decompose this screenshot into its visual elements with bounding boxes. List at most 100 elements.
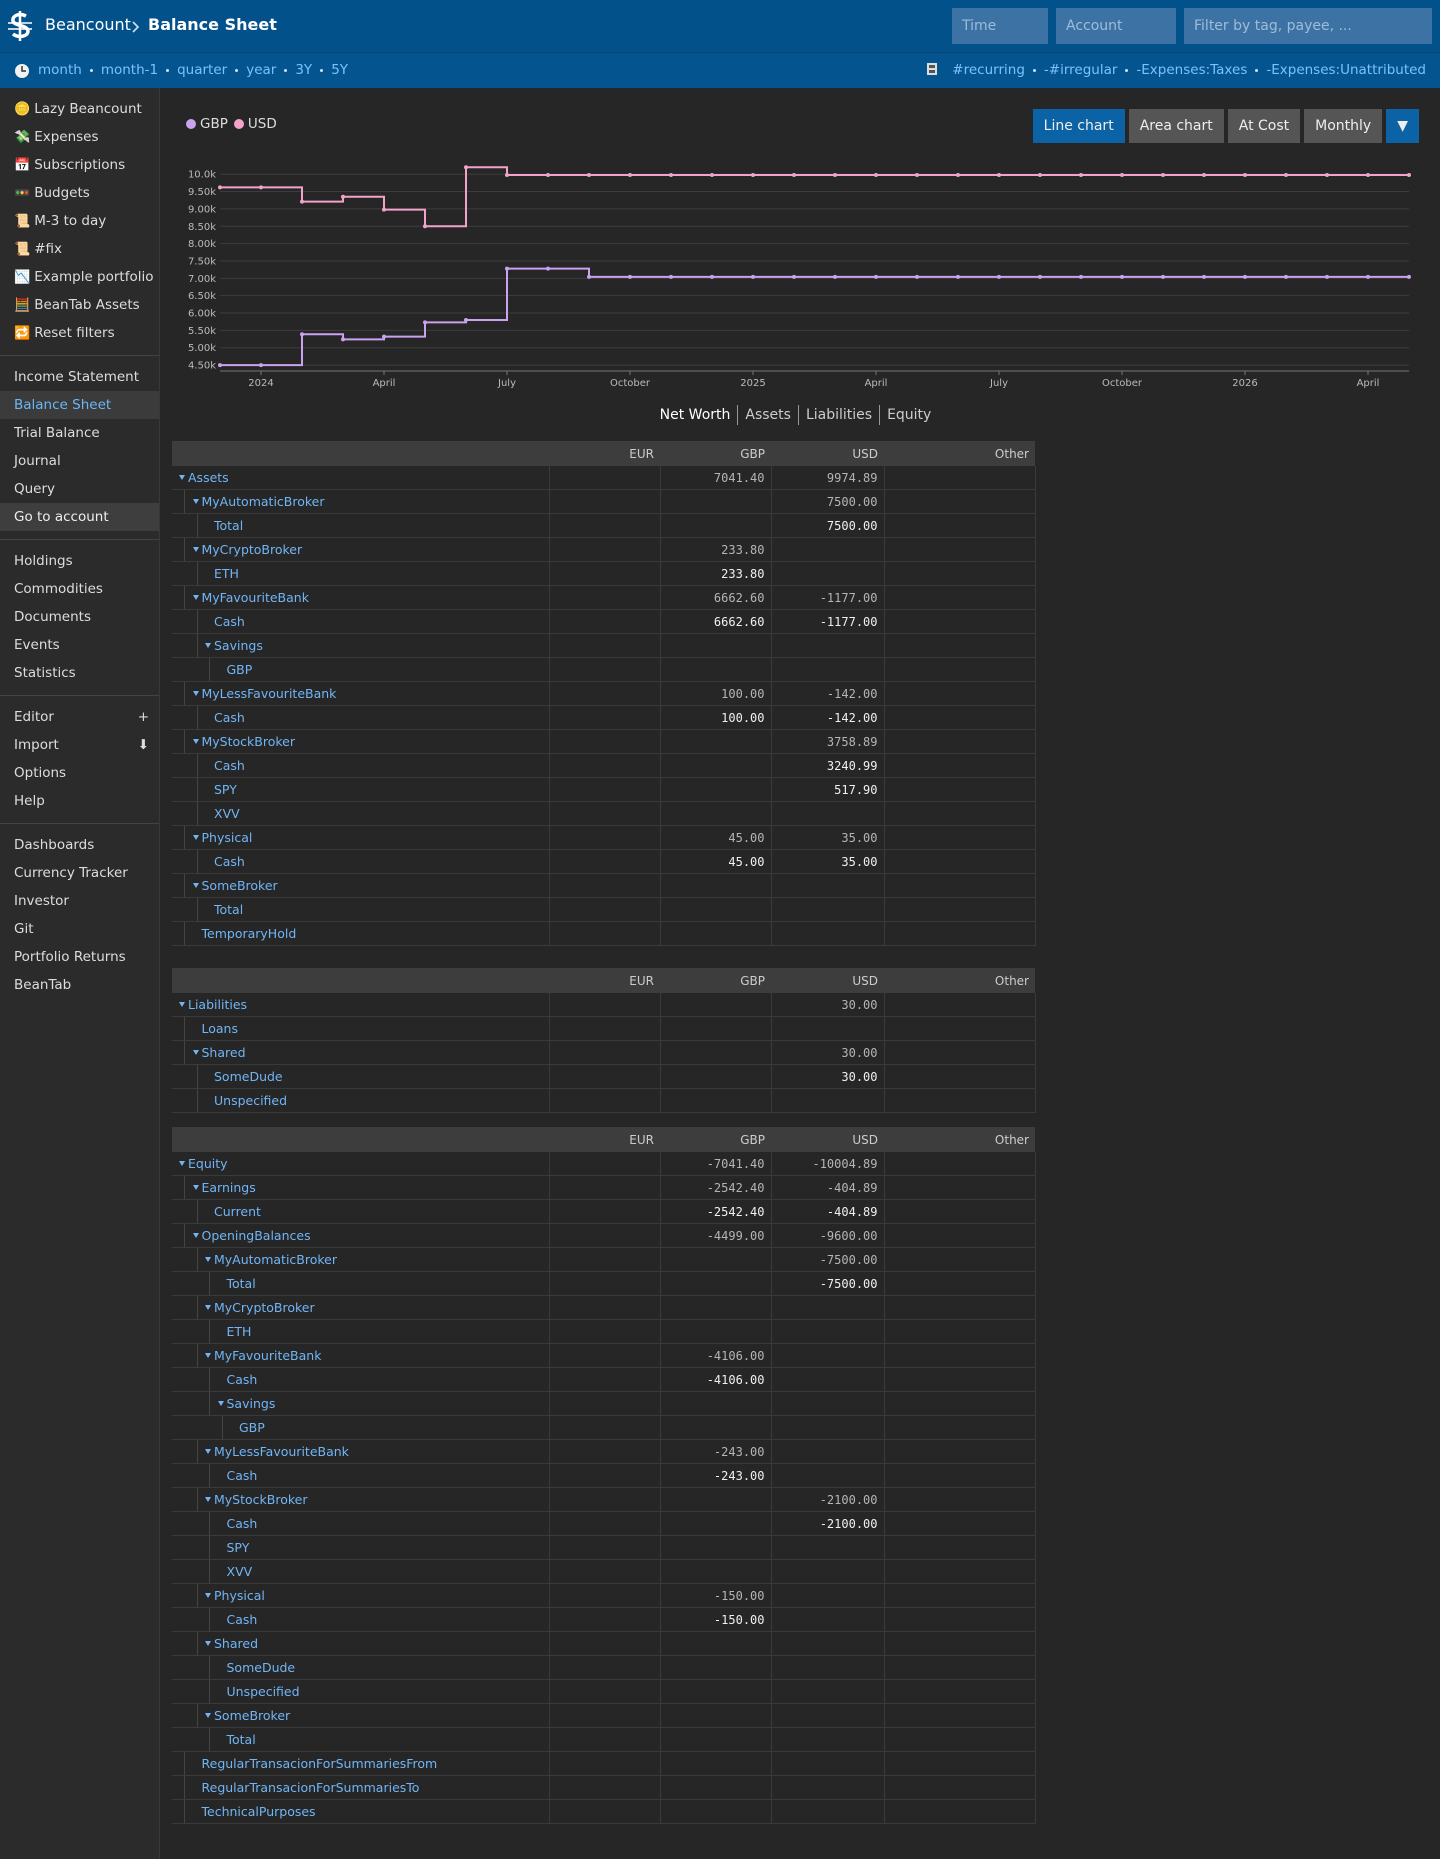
nav-item[interactable]: Journal xyxy=(0,447,159,475)
account-name[interactable]: SPY xyxy=(214,782,237,797)
account-name[interactable]: Unspecified xyxy=(214,1093,288,1108)
nav-item[interactable]: Import ⬇ xyxy=(0,731,159,759)
account-name[interactable]: ETH xyxy=(214,566,239,581)
account-name[interactable]: Total xyxy=(214,902,244,917)
toggle[interactable] xyxy=(192,547,199,552)
account-name[interactable]: Physical xyxy=(214,1588,265,1603)
nav-action[interactable]: ⬇ xyxy=(137,737,149,753)
nav-item[interactable]: Trial Balance xyxy=(0,419,159,447)
account-name[interactable]: MyStockBroker xyxy=(214,1492,308,1507)
account-name[interactable]: Equity xyxy=(188,1156,228,1171)
account-name[interactable]: MyStockBroker xyxy=(201,734,296,749)
account-name[interactable]: SomeDude xyxy=(214,1069,283,1084)
account-name[interactable]: Liabilities xyxy=(188,997,248,1012)
filter-link[interactable]: -Expenses:Taxes xyxy=(1136,62,1248,78)
nav-item[interactable]: 📉 Example portfolio xyxy=(0,263,159,291)
account-name[interactable]: Unspecified xyxy=(226,1684,300,1699)
toggle[interactable] xyxy=(192,739,199,744)
account-name[interactable]: Cash xyxy=(226,1372,258,1387)
account-name[interactable]: MyCryptoBroker xyxy=(201,542,303,557)
toggle[interactable] xyxy=(205,1641,211,1646)
time-input[interactable]: Time xyxy=(952,8,1048,44)
account-name[interactable]: Savings xyxy=(214,638,263,653)
nav-item[interactable]: Query xyxy=(0,475,159,503)
nav-item[interactable]: 🪙 Lazy Beancount xyxy=(0,95,159,123)
account-name[interactable]: Cash xyxy=(214,854,245,869)
account-name[interactable]: ETH xyxy=(226,1324,252,1339)
account-name[interactable]: Total xyxy=(226,1732,256,1747)
nav-item[interactable]: Portfolio Returns xyxy=(0,943,159,971)
account-name[interactable]: MyLessFavouriteBank xyxy=(214,1444,349,1459)
nav-item[interactable]: Commodities xyxy=(0,575,159,603)
nav-item[interactable]: 📜 M-3 to day xyxy=(0,207,159,235)
account-name[interactable]: Shared xyxy=(214,1636,259,1651)
tab[interactable]: Equity xyxy=(879,405,938,425)
toggle[interactable] xyxy=(205,643,211,648)
account-name[interactable]: Shared xyxy=(201,1045,246,1060)
toggle[interactable] xyxy=(192,691,199,696)
account-name[interactable]: Total xyxy=(226,1276,256,1291)
toggle[interactable] xyxy=(179,475,185,480)
account-name[interactable]: SPY xyxy=(226,1540,250,1555)
account-name[interactable]: RegularTransacionForSummariesFrom xyxy=(201,1756,438,1771)
account-name[interactable]: XVV xyxy=(226,1564,253,1579)
tab[interactable]: Assets xyxy=(737,405,798,425)
account-name[interactable]: SomeBroker xyxy=(201,878,278,893)
time-filter-link[interactable]: 3Y xyxy=(295,62,313,78)
nav-item[interactable]: Options xyxy=(0,759,159,787)
nav-item[interactable]: 🧮 BeanTab Assets xyxy=(0,291,159,319)
account-name[interactable]: MyLessFavouriteBank xyxy=(201,686,337,701)
filter-link[interactable]: -#irregular xyxy=(1043,62,1118,78)
nav-item[interactable]: Holdings xyxy=(0,547,159,575)
nav-item[interactable]: 💸 Expenses xyxy=(0,123,159,151)
account-name[interactable]: SomeDude xyxy=(226,1660,296,1675)
account-name[interactable]: MyCryptoBroker xyxy=(214,1300,315,1315)
time-filter-link[interactable]: year xyxy=(246,62,277,78)
nav-item[interactable]: Git xyxy=(0,915,159,943)
toggle[interactable] xyxy=(205,1449,211,1454)
account-name[interactable]: MyFavouriteBank xyxy=(201,590,309,605)
account-name[interactable]: TemporaryHold xyxy=(201,926,297,941)
nav-item[interactable]: Events xyxy=(0,631,159,659)
account-name[interactable]: Physical xyxy=(201,830,253,845)
account-name[interactable]: Cash xyxy=(226,1516,258,1531)
account-name[interactable]: XVV xyxy=(214,806,240,821)
nav-action[interactable]: + xyxy=(137,709,149,725)
chart-menu-button[interactable]: ▼ xyxy=(1386,109,1419,143)
account-input[interactable]: Account xyxy=(1056,8,1176,44)
toggle[interactable] xyxy=(192,1050,199,1055)
toggle[interactable] xyxy=(179,1002,185,1007)
chart-button[interactable]: Area chart xyxy=(1128,109,1224,143)
nav-item[interactable]: Balance Sheet xyxy=(0,391,159,419)
account-name[interactable]: GBP xyxy=(226,662,253,677)
account-name[interactable]: Loans xyxy=(201,1021,239,1036)
account-name[interactable]: SomeBroker xyxy=(214,1708,291,1723)
toggle[interactable] xyxy=(205,1593,211,1598)
account-name[interactable]: OpeningBalances xyxy=(201,1228,311,1243)
account-name[interactable]: MyAutomaticBroker xyxy=(201,494,325,509)
toggle[interactable] xyxy=(192,883,199,888)
nav-item[interactable]: Go to account xyxy=(0,503,159,531)
toggle[interactable] xyxy=(192,1185,199,1190)
time-filter-link[interactable]: 5Y xyxy=(331,62,349,78)
nav-item[interactable]: 📅 Subscriptions xyxy=(0,151,159,179)
toggle[interactable] xyxy=(192,1233,199,1238)
chart-button[interactable]: Line chart xyxy=(1032,109,1125,143)
tab[interactable]: Liabilities xyxy=(797,405,879,425)
chart-button[interactable]: At Cost xyxy=(1227,109,1301,143)
account-name[interactable]: MyAutomaticBroker xyxy=(214,1252,337,1267)
account-name[interactable]: Total xyxy=(214,518,244,533)
toggle[interactable] xyxy=(179,1161,185,1166)
nav-item[interactable]: BeanTab xyxy=(0,971,159,999)
toggle[interactable] xyxy=(192,499,199,504)
filter-link[interactable]: #recurring xyxy=(952,62,1025,78)
account-name[interactable]: Cash xyxy=(214,614,245,629)
account-name[interactable]: RegularTransacionForSummariesTo xyxy=(201,1780,420,1795)
chart-button[interactable]: Monthly xyxy=(1304,109,1383,143)
nav-item[interactable]: Documents xyxy=(0,603,159,631)
nav-item[interactable]: Help xyxy=(0,787,159,815)
time-filter-link[interactable]: month xyxy=(38,62,82,78)
nav-item[interactable]: 🔁 Reset filters xyxy=(0,319,159,347)
account-name[interactable]: Cash xyxy=(226,1468,258,1483)
toggle[interactable] xyxy=(205,1305,211,1310)
